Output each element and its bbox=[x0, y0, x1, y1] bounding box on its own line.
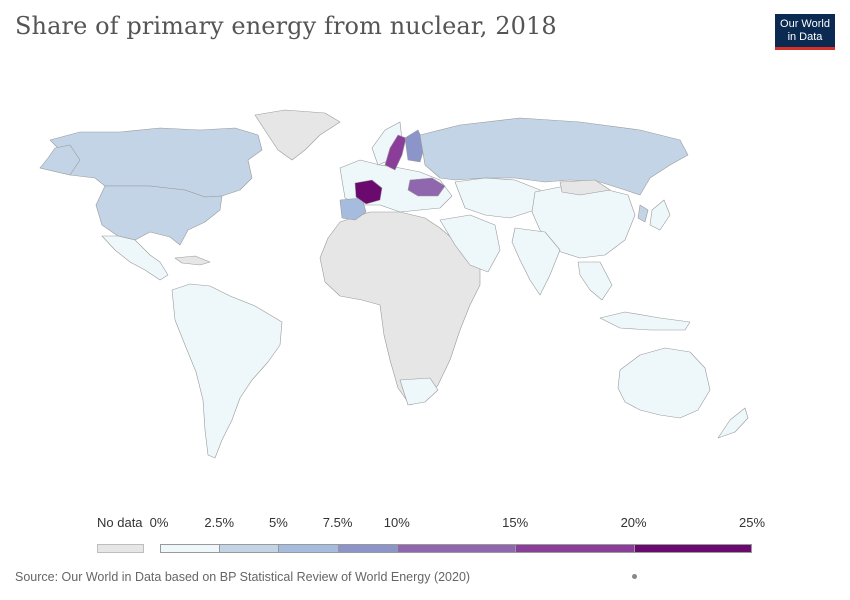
region-usa[interactable] bbox=[95, 185, 223, 246]
region-russia[interactable] bbox=[419, 117, 689, 196]
logo-line-1: Our World bbox=[780, 18, 830, 30]
region-caribbean[interactable] bbox=[174, 255, 211, 266]
legend-bin[interactable] bbox=[160, 544, 220, 553]
region-middle-east[interactable] bbox=[439, 214, 501, 273]
legend-bin[interactable] bbox=[278, 544, 338, 553]
region-india[interactable] bbox=[511, 227, 561, 296]
legend-bin[interactable] bbox=[219, 544, 279, 553]
logo-line-2: in Data bbox=[787, 31, 823, 43]
region-new-zealand[interactable] bbox=[717, 407, 749, 439]
chart-title: Share of primary energy from nuclear, 20… bbox=[15, 12, 557, 40]
legend-tick-label: 25% bbox=[738, 515, 766, 530]
legend-tick-label: 2.5% bbox=[204, 515, 235, 530]
legend-bin[interactable] bbox=[396, 544, 516, 553]
legend-bin[interactable] bbox=[633, 544, 752, 553]
legend-tick-label: 5% bbox=[268, 515, 288, 530]
region-korea[interactable] bbox=[637, 204, 649, 223]
legend-bin[interactable] bbox=[515, 544, 634, 553]
source-note: Source: Our World in Data based on BP St… bbox=[15, 570, 471, 584]
region-se-asia[interactable] bbox=[577, 261, 613, 301]
legend-tick-label: 10% bbox=[383, 515, 410, 530]
legend-tick-label: 0% bbox=[149, 515, 169, 530]
region-south-america[interactable] bbox=[171, 283, 283, 459]
region-greenland[interactable] bbox=[254, 109, 341, 161]
region-alaska[interactable] bbox=[39, 144, 81, 176]
timeline-dot[interactable] bbox=[632, 574, 637, 579]
region-indonesia[interactable] bbox=[599, 311, 691, 331]
region-australia[interactable] bbox=[617, 347, 711, 419]
legend: No data 0% 2.5% 5% 7.5% 10% 15% 20% 25% bbox=[0, 505, 850, 565]
legend-no-data-swatch[interactable] bbox=[97, 544, 144, 553]
legend-bin[interactable] bbox=[337, 544, 397, 553]
region-mexico[interactable] bbox=[101, 235, 169, 281]
region-central-asia[interactable] bbox=[454, 177, 541, 219]
region-japan[interactable] bbox=[649, 199, 671, 231]
region-mongolia[interactable] bbox=[559, 179, 611, 196]
legend-tick-label: 7.5% bbox=[322, 515, 353, 530]
legend-tick-label: 20% bbox=[620, 515, 647, 530]
region-finland[interactable] bbox=[404, 129, 426, 163]
region-france[interactable] bbox=[354, 179, 383, 205]
region-south-africa[interactable] bbox=[399, 377, 439, 406]
owid-logo[interactable]: Our World in Data bbox=[775, 14, 835, 50]
region-ukraine[interactable] bbox=[407, 177, 446, 197]
world-map[interactable] bbox=[0, 60, 850, 500]
legend-tick-label: 15% bbox=[502, 515, 529, 530]
legend-no-data-label: No data bbox=[97, 515, 143, 530]
